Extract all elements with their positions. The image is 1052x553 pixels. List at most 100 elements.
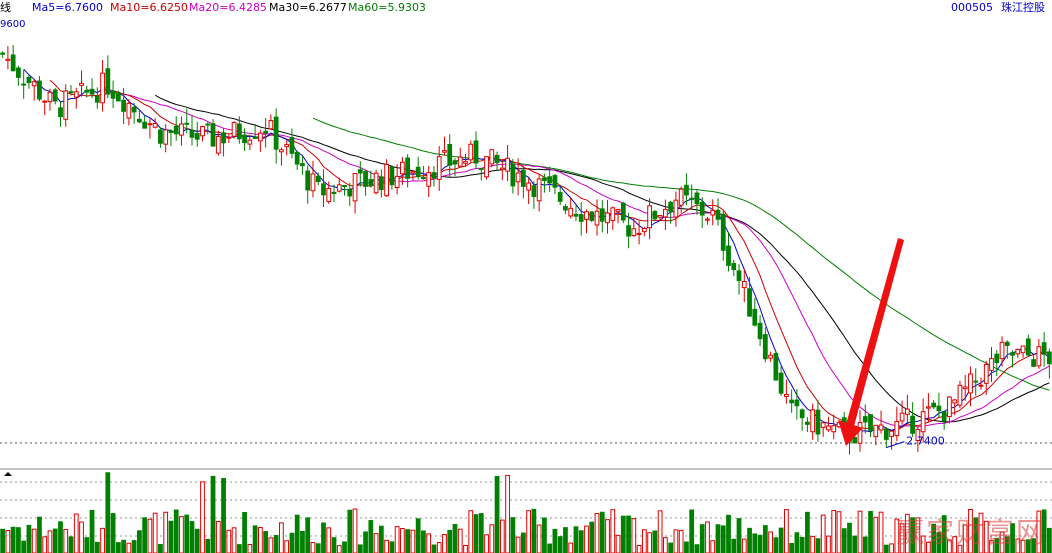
volume-bar	[768, 531, 773, 553]
volume-panel-marker-icon	[4, 472, 12, 476]
candle-body	[663, 208, 668, 218]
volume-bar	[505, 474, 510, 553]
candle-body	[789, 399, 795, 404]
volume-bar	[883, 544, 889, 553]
volume-bar	[815, 538, 821, 553]
candle-body	[179, 123, 184, 136]
volume-bar	[252, 525, 258, 553]
volume-bar	[552, 528, 558, 553]
candle-body	[173, 125, 179, 135]
candle-body	[641, 228, 647, 233]
candle-body	[273, 116, 279, 150]
candle-body	[557, 192, 563, 202]
candle-body	[31, 81, 37, 87]
volume-bar	[715, 524, 721, 553]
candle-body	[505, 157, 510, 172]
volume-bar	[478, 513, 484, 553]
volume-bar	[678, 529, 684, 553]
candle-body	[499, 167, 505, 171]
volume-bar	[200, 481, 205, 553]
candle-body	[968, 373, 973, 394]
candle-body	[526, 182, 532, 191]
candle-body	[715, 209, 721, 220]
candle-body	[894, 420, 900, 437]
candle-body	[926, 406, 931, 409]
candle-body	[883, 428, 889, 440]
volume-bar	[137, 530, 142, 553]
volume-bar	[762, 525, 768, 553]
candle-body	[263, 130, 269, 134]
candle-body	[999, 341, 1005, 360]
volume-bar	[179, 516, 184, 553]
red-arrow-shaft	[845, 238, 904, 430]
volume-bar	[131, 540, 137, 553]
candle-body	[736, 270, 742, 282]
volume-bar	[16, 527, 21, 553]
candle-body	[305, 170, 311, 191]
candle-body	[1041, 342, 1047, 355]
volume-bar	[857, 510, 863, 553]
candle-body	[257, 132, 263, 142]
volume-bar	[710, 540, 716, 553]
candle-body	[294, 151, 300, 165]
candle-body	[405, 157, 411, 179]
volume-bar	[184, 514, 190, 553]
volume-bar	[1046, 527, 1052, 553]
price-axis-label: 9600	[0, 19, 26, 30]
volume-bar	[268, 537, 274, 553]
candle-body	[568, 207, 574, 217]
volume-bar	[594, 513, 600, 553]
ma10-label: Ma10=6.6250	[110, 1, 188, 14]
candle-body	[421, 176, 426, 180]
candle-body	[268, 120, 274, 130]
candle-body	[510, 163, 516, 187]
volume-bar	[499, 519, 505, 553]
candle-body	[599, 208, 605, 222]
volume-bar	[873, 516, 879, 553]
candle-body	[910, 415, 915, 434]
candle-body	[205, 123, 211, 126]
stock-code: 000505	[951, 1, 993, 14]
volume-bar	[726, 514, 731, 553]
volume-bar	[68, 536, 74, 553]
candle-body	[442, 150, 447, 153]
volume-bar	[862, 536, 868, 553]
volume-bar	[605, 519, 610, 553]
candle-body	[284, 144, 290, 148]
volume-bar	[820, 514, 826, 553]
candle-body	[315, 175, 321, 183]
volume-bar	[305, 517, 311, 553]
candle-body	[468, 143, 474, 161]
volume-bar	[1041, 509, 1047, 553]
volume-bar	[468, 510, 474, 553]
candle-body	[431, 172, 437, 179]
candle-body	[563, 206, 568, 211]
candle-body	[594, 210, 600, 226]
candle-body	[931, 402, 937, 408]
volume-bar	[63, 528, 69, 553]
candle-body	[152, 122, 158, 128]
candle-body	[962, 386, 968, 390]
volume-bar	[684, 541, 689, 553]
candle-body	[10, 54, 16, 72]
volume-bar	[194, 528, 200, 553]
candle-body	[494, 154, 500, 164]
candle-body	[0, 52, 6, 55]
volume-bar	[100, 527, 105, 553]
volume-bar	[147, 518, 153, 553]
candle-body	[947, 396, 952, 418]
volume-bar	[231, 527, 237, 553]
volume-bar	[536, 524, 542, 553]
volume-bar	[920, 535, 926, 553]
volume-bar	[415, 518, 421, 553]
volume-bar	[473, 514, 479, 553]
candle-body	[231, 122, 237, 137]
volume-bar	[226, 529, 232, 553]
candle-body	[515, 172, 521, 183]
candle-body	[310, 173, 316, 192]
candle-body	[668, 201, 674, 212]
candle-body	[1046, 351, 1052, 365]
volume-bar	[904, 513, 910, 553]
candle-body	[578, 214, 584, 222]
